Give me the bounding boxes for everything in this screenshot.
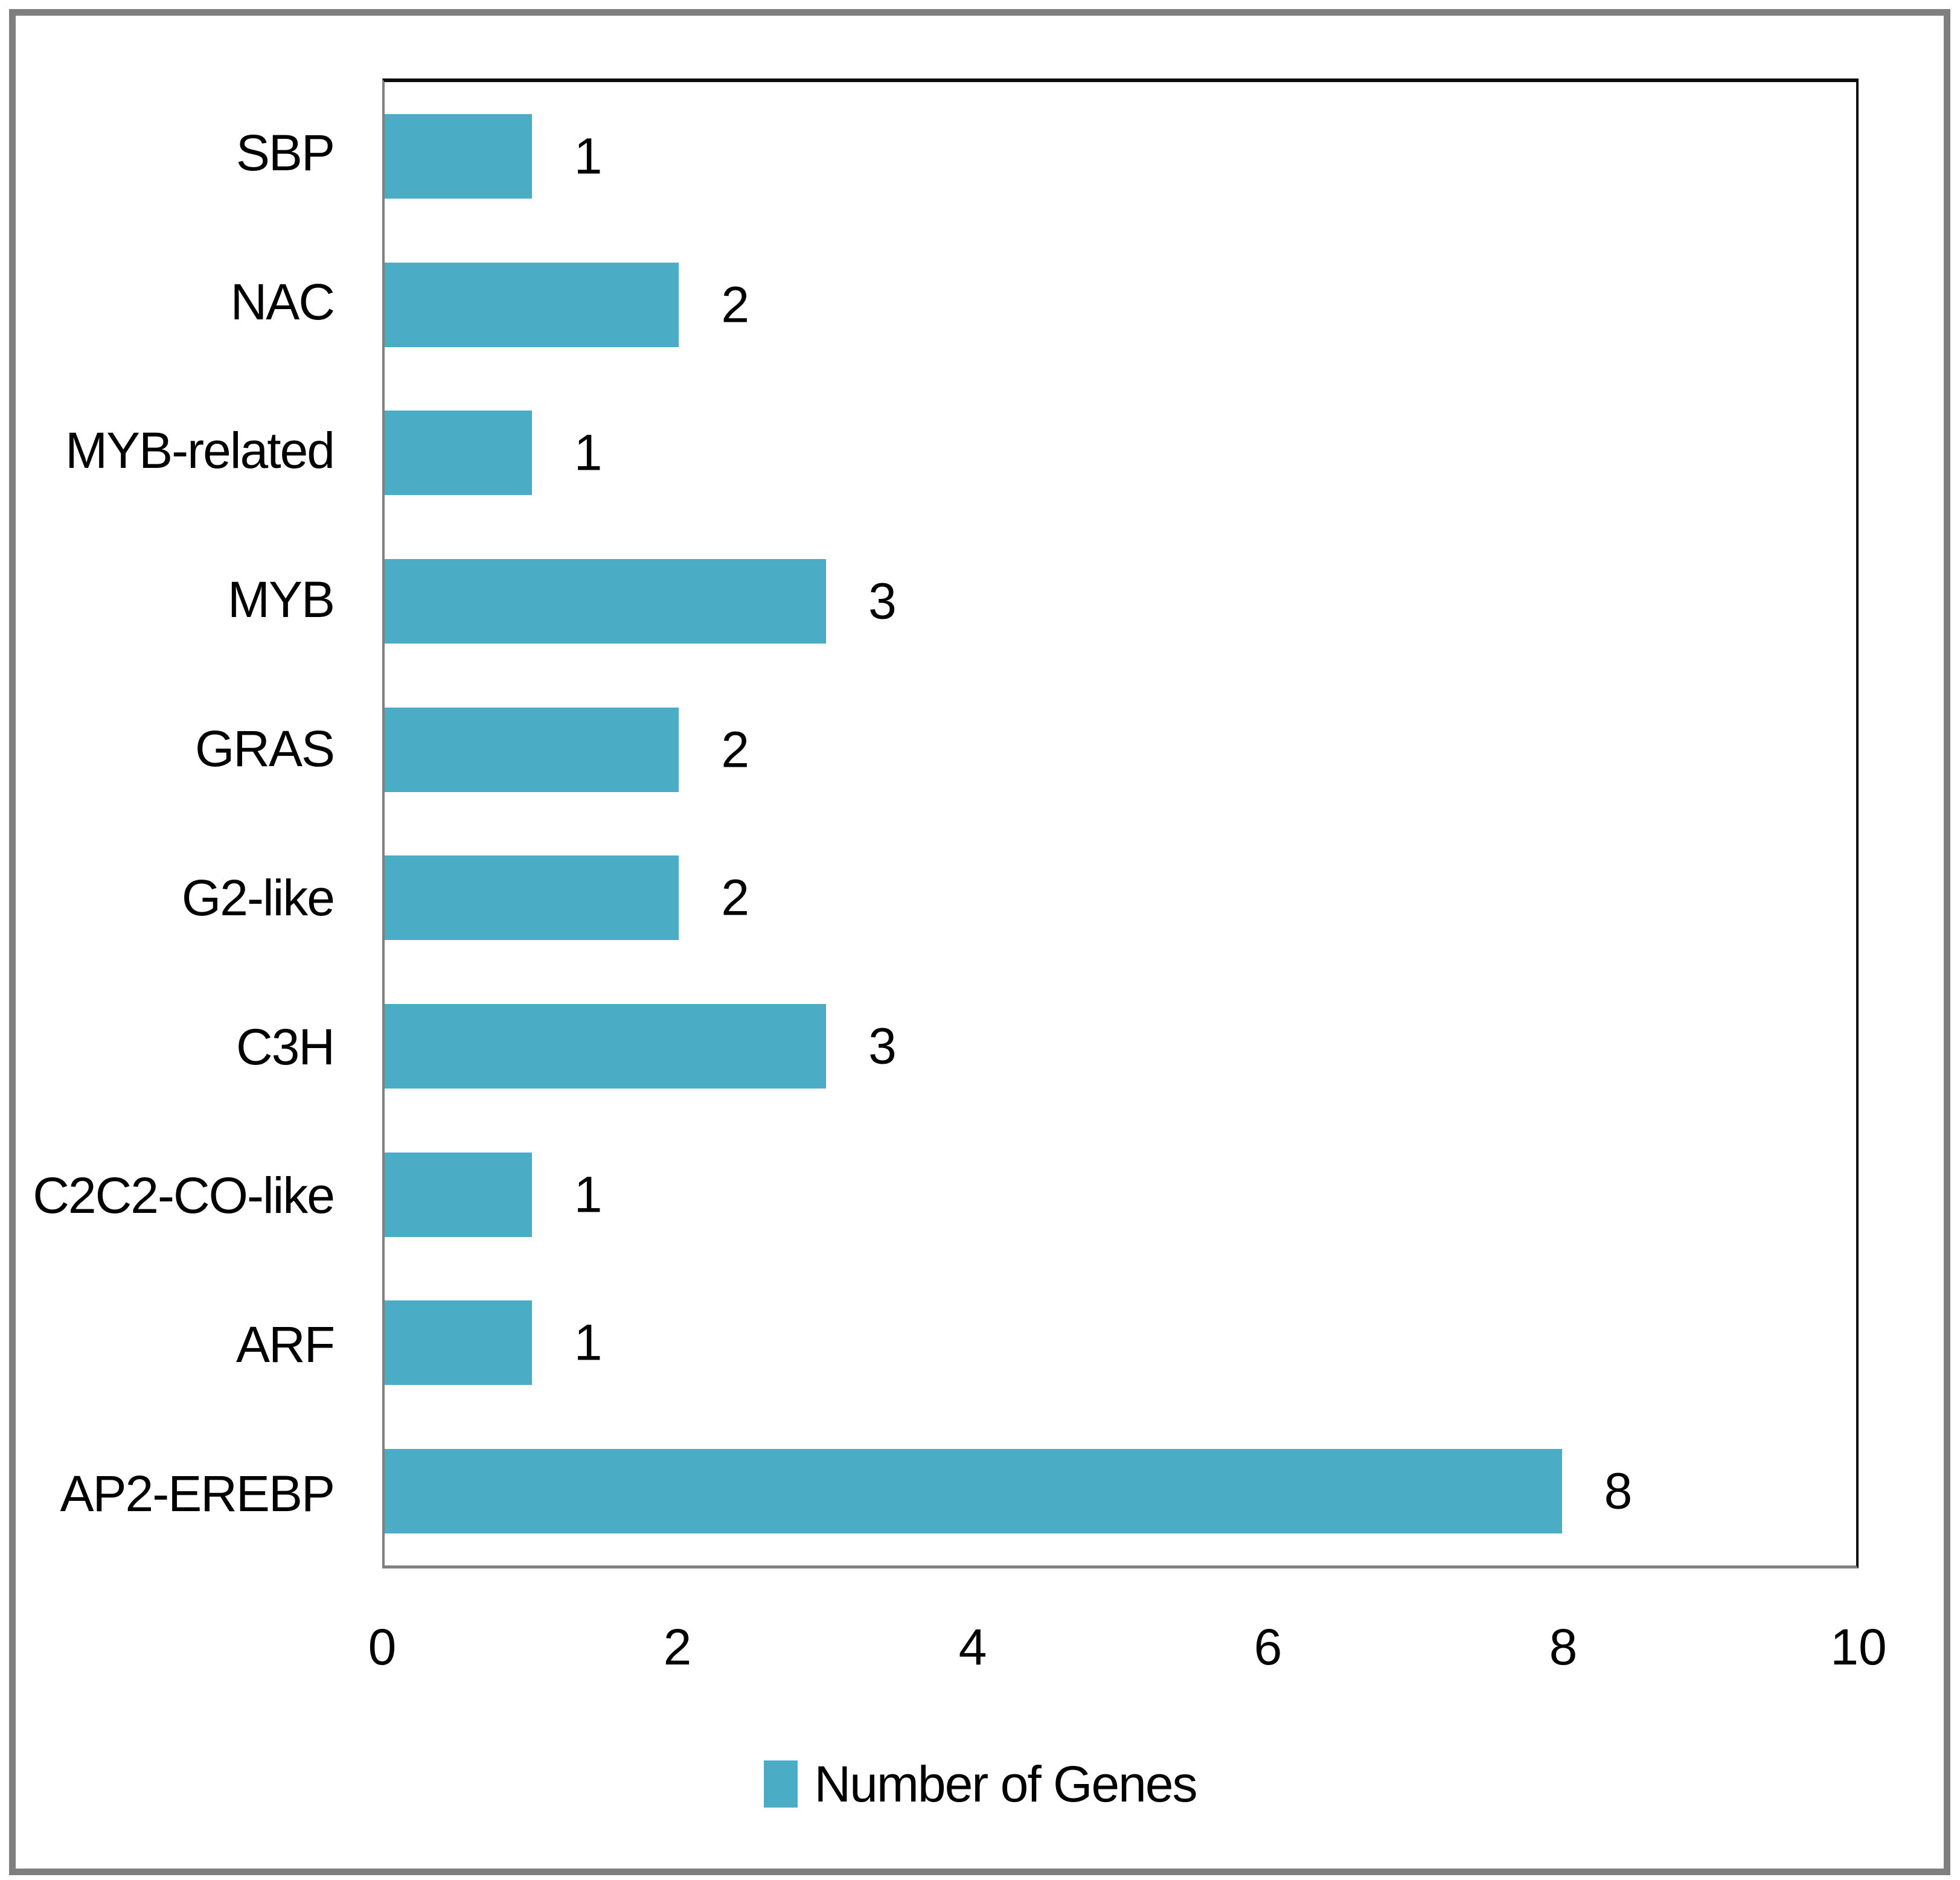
x-tick-label: 4 bbox=[958, 1619, 987, 1675]
bar-value-label: 2 bbox=[721, 869, 750, 926]
bar-value-label: 2 bbox=[721, 276, 750, 333]
bar bbox=[385, 1004, 827, 1089]
bar-row: 1 bbox=[385, 82, 1856, 231]
bar-row: 3 bbox=[385, 527, 1856, 676]
bar bbox=[385, 1152, 532, 1237]
category-label: C3H bbox=[235, 1018, 335, 1075]
bar-row: 2 bbox=[385, 824, 1856, 973]
bar-value-label: 2 bbox=[721, 721, 750, 778]
bar-value-label: 3 bbox=[868, 1017, 897, 1075]
bar-row: 1 bbox=[385, 1121, 1856, 1269]
x-tick-label: 6 bbox=[1254, 1619, 1283, 1675]
category-labels: SBP NAC MYB-related MYB GRAS G2-like C3H C2C2-C… bbox=[0, 78, 382, 1568]
bar-row: 1 bbox=[385, 1269, 1856, 1418]
x-tick-label: 2 bbox=[663, 1619, 692, 1675]
bar-row: 2 bbox=[385, 231, 1856, 379]
category-label: GRAS bbox=[194, 720, 335, 778]
x-axis: 0 2 4 6 8 10 bbox=[368, 1568, 1887, 1701]
legend-label: Number of Genes bbox=[814, 1756, 1198, 1812]
category-label: MYB bbox=[227, 571, 335, 628]
bar-row: 1 bbox=[385, 379, 1856, 527]
bar-value-label: 1 bbox=[574, 1166, 603, 1223]
bar bbox=[385, 1300, 532, 1386]
category-label: AP2-EREBP bbox=[60, 1465, 335, 1523]
x-tick-label: 8 bbox=[1549, 1619, 1578, 1675]
bar-row: 2 bbox=[385, 676, 1856, 824]
bar bbox=[385, 262, 679, 347]
bar bbox=[385, 707, 679, 792]
bar-row: 8 bbox=[385, 1417, 1856, 1565]
bar bbox=[385, 114, 532, 199]
legend: Number of Genes bbox=[0, 1748, 1960, 1820]
legend-swatch bbox=[763, 1760, 798, 1808]
bar bbox=[385, 558, 827, 644]
bar bbox=[385, 855, 679, 941]
x-tick-label: 10 bbox=[1830, 1619, 1887, 1675]
category-label: NAC bbox=[230, 273, 335, 330]
bar-value-label: 1 bbox=[574, 424, 603, 481]
category-label: SBP bbox=[235, 124, 335, 181]
bar-value-label: 1 bbox=[574, 1314, 603, 1371]
x-tick-label: 0 bbox=[368, 1619, 397, 1675]
bar-value-label: 8 bbox=[1604, 1462, 1633, 1520]
bar bbox=[385, 1449, 1562, 1534]
category-label: MYB-related bbox=[65, 422, 335, 479]
bar-value-label: 1 bbox=[574, 127, 603, 185]
bar bbox=[385, 411, 532, 496]
category-label: G2-like bbox=[181, 869, 335, 926]
category-label: C2C2-CO-like bbox=[33, 1167, 335, 1224]
chart-frame bbox=[9, 9, 1950, 1875]
bar-row: 3 bbox=[385, 972, 1856, 1121]
category-label: ARF bbox=[236, 1316, 335, 1373]
bar-value-label: 3 bbox=[868, 572, 897, 630]
bars-area: 1 2 1 3 2 2 3 1 1 8 bbox=[385, 82, 1856, 1565]
